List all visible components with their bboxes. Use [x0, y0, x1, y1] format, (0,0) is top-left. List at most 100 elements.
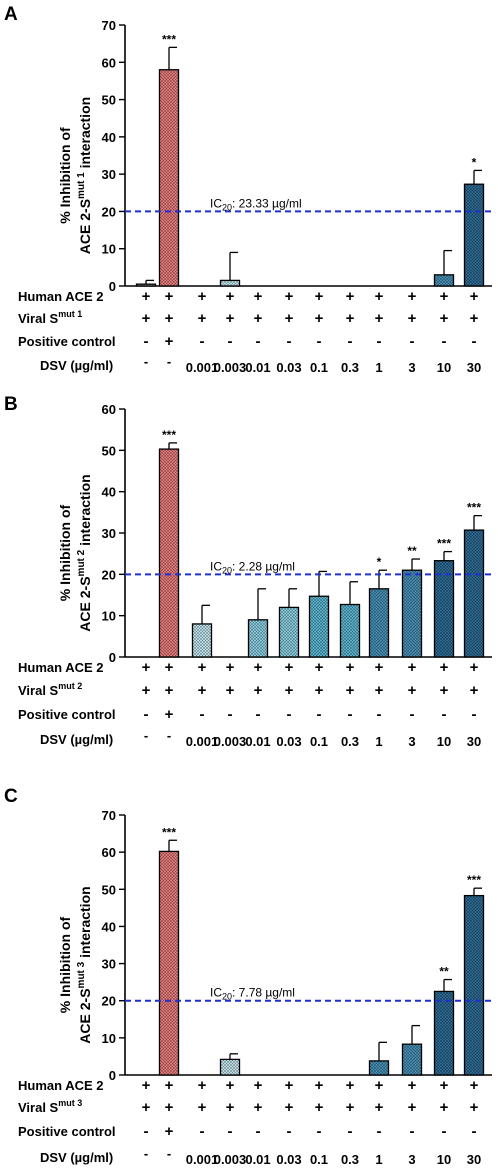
row-cell: + — [165, 1123, 174, 1140]
row-cell: + — [408, 682, 417, 699]
row-cell: + — [165, 706, 174, 723]
bar-hatch — [279, 607, 299, 657]
row-cell: + — [254, 1099, 263, 1116]
row-label-pre: Positive control — [18, 1124, 116, 1139]
dsv-value: - — [144, 1146, 148, 1161]
row-label-pre: Human ACE 2 — [18, 289, 103, 304]
y-tick-label: 40 — [102, 919, 116, 934]
dsv-value: - — [167, 354, 171, 369]
row-cell: + — [440, 288, 449, 305]
row-label-pre: Human ACE 2 — [18, 660, 103, 675]
row-label-sup: mut 2 — [58, 681, 82, 691]
row-cell: + — [408, 288, 417, 305]
y-axis-label-sup: mut 1 — [76, 172, 87, 199]
row-label-sup: mut 3 — [58, 1098, 82, 1108]
panel-letter: B — [4, 394, 18, 415]
ic20-label-sub: 20 — [222, 202, 232, 212]
y-axis-label-line2-post: interaction — [77, 886, 93, 961]
row-cell: + — [165, 288, 174, 305]
significance-marker: *** — [467, 873, 481, 887]
row-cell: + — [375, 1077, 384, 1094]
ic20-label-sub: 20 — [222, 565, 232, 575]
row-cell: - — [348, 333, 353, 350]
y-tick-label: 50 — [102, 443, 116, 458]
y-tick-label: 20 — [102, 567, 116, 582]
ic20-label-post: : 2.28 µg/ml — [232, 559, 295, 573]
row-cell: + — [315, 1099, 324, 1116]
dsv-value: 0.1 — [310, 1152, 328, 1167]
y-axis-label-sup: mut 2 — [76, 549, 87, 576]
row-cell: + — [315, 1077, 324, 1094]
row-label-pre: Positive control — [18, 334, 116, 349]
row-cell: + — [470, 1099, 479, 1116]
row-cell: - — [442, 333, 447, 350]
row-cell: - — [256, 706, 261, 723]
bar-hatch — [464, 530, 484, 657]
dsv-value: 0.3 — [341, 360, 359, 375]
row-cell: + — [408, 1077, 417, 1094]
row-cell: - — [472, 333, 477, 350]
row-label: Positive control — [18, 1124, 116, 1139]
row-cell: - — [410, 1123, 415, 1140]
row-label: Viral Smut 1 — [18, 309, 82, 326]
row-cell: + — [226, 310, 235, 327]
y-axis-label-line1: % Inhibition of — [57, 916, 73, 1013]
row-cell: + — [198, 288, 207, 305]
row-cell: - — [472, 1123, 477, 1140]
row-cell: + — [142, 288, 151, 305]
row-cell: + — [254, 288, 263, 305]
row-cell: + — [346, 682, 355, 699]
row-cell: + — [198, 1099, 207, 1116]
dsv-value: 3 — [408, 1152, 415, 1167]
row-cell: + — [375, 659, 384, 676]
row-label: Positive control — [18, 334, 116, 349]
row-cell: + — [165, 1077, 174, 1094]
row-cell: - — [287, 706, 292, 723]
dsv-value: - — [144, 728, 148, 743]
row-cell: - — [377, 1123, 382, 1140]
row-cell: + — [198, 310, 207, 327]
ic20-label-pre: IC — [210, 196, 222, 210]
y-tick-label: 10 — [102, 242, 116, 257]
row-cell: + — [346, 288, 355, 305]
ic20-label: IC20: 2.28 µg/ml — [210, 559, 295, 575]
row-cell: - — [228, 1123, 233, 1140]
dsv-value: 0.1 — [310, 360, 328, 375]
dsv-value: 30 — [467, 734, 481, 749]
row-cell: - — [377, 333, 382, 350]
dsv-value: - — [167, 1146, 171, 1161]
row-cell: + — [440, 1099, 449, 1116]
bar-hatch — [136, 284, 156, 286]
dsv-value: 1 — [375, 360, 382, 375]
y-tick-label: 0 — [109, 279, 116, 294]
bar-hatch — [220, 280, 240, 286]
row-cell: - — [200, 1123, 205, 1140]
dsv-value: 0.01 — [245, 1152, 270, 1167]
y-tick-label: 30 — [102, 526, 116, 541]
y-axis-label-line2-pre: ACE 2-S — [77, 199, 93, 254]
row-cell: + — [440, 310, 449, 327]
row-cell: - — [228, 706, 233, 723]
row-cell: + — [470, 682, 479, 699]
significance-marker: *** — [467, 501, 481, 515]
row-cell: - — [317, 1123, 322, 1140]
y-axis-label-line2-post: interaction — [77, 474, 93, 549]
row-cell: - — [256, 1123, 261, 1140]
row-cell: + — [165, 682, 174, 699]
row-cell: + — [470, 1077, 479, 1094]
row-label-pre: Viral S — [18, 683, 59, 698]
row-cell: + — [440, 1077, 449, 1094]
row-cell: + — [408, 659, 417, 676]
row-cell: + — [408, 1099, 417, 1116]
row-cell: + — [226, 288, 235, 305]
row-cell: + — [470, 659, 479, 676]
bar-hatch — [159, 449, 179, 657]
y-tick-label: 30 — [102, 957, 116, 972]
y-tick-label: 60 — [102, 55, 116, 70]
dsv-value: 0.003 — [214, 1152, 247, 1167]
row-label: Human ACE 2 — [18, 660, 103, 675]
